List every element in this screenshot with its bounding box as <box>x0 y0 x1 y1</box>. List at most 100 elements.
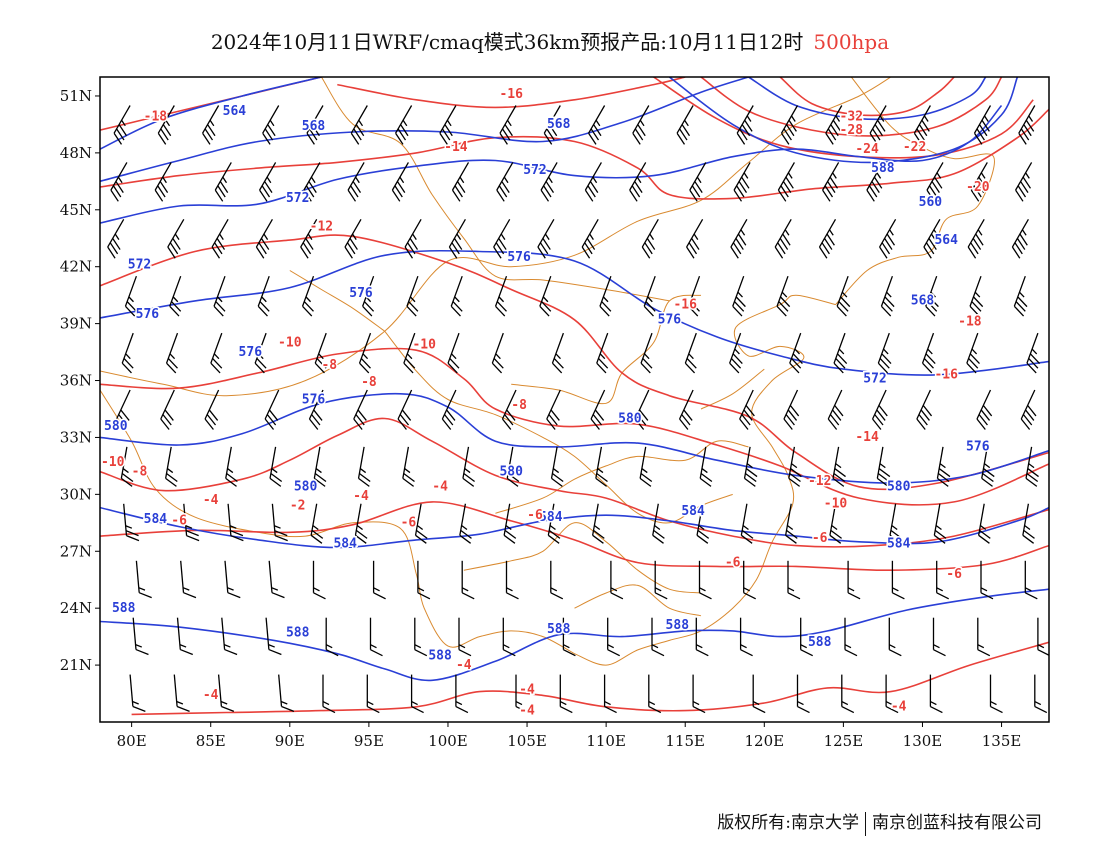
wind-barb <box>354 503 368 544</box>
temperature-contours <box>100 77 1049 716</box>
wind-barb <box>115 389 131 430</box>
height-contour-label: 580 <box>294 480 318 495</box>
wind-barb <box>936 446 951 487</box>
wind-barb <box>180 560 197 599</box>
wind-barb <box>1025 446 1039 487</box>
wind-barb <box>107 218 125 259</box>
wind-barb <box>888 617 902 657</box>
wind-barb <box>447 332 460 374</box>
wind-barb <box>640 332 653 374</box>
wind-barb <box>1013 275 1028 317</box>
wind-barb <box>269 446 283 487</box>
wind-barb <box>1022 503 1035 544</box>
wind-barb <box>822 162 840 202</box>
wind-barb <box>303 162 321 202</box>
height-contour-label: 564 <box>223 104 247 119</box>
y-tick-label: 39N <box>60 315 92 333</box>
wind-barb <box>204 389 220 430</box>
temperature-contour-label: -6 <box>946 567 962 582</box>
wind-barb <box>308 389 324 430</box>
height-contour <box>100 77 322 150</box>
wind-barb <box>221 617 238 656</box>
temperature-contour-label: -6 <box>171 514 187 529</box>
wind-barb <box>183 503 200 542</box>
x-tick-label: 80E <box>117 732 147 750</box>
wind-barb <box>648 674 662 714</box>
wind-barb <box>607 617 620 657</box>
wind-barb <box>397 389 413 430</box>
wind-barb <box>789 332 803 374</box>
wind-barb <box>550 560 564 600</box>
wind-barb <box>357 446 371 487</box>
wind-barb <box>1034 674 1048 714</box>
province-boundary <box>700 368 765 410</box>
x-tick-label: 135E <box>982 732 1022 750</box>
wind-barb <box>933 503 947 544</box>
wind-barb <box>257 275 270 317</box>
wind-barb <box>783 389 800 430</box>
wind-barb <box>654 560 668 600</box>
y-tick-label: 51N <box>60 87 92 105</box>
temperature-contour <box>779 77 955 117</box>
province-boundary <box>320 77 670 302</box>
y-tick-label: 27N <box>60 542 92 560</box>
height-contour-label: 584 <box>681 504 705 519</box>
y-axis-ticks: 51N 48N 45N 42N 39N 36N 33N 30N 27N 24N 21N <box>60 87 100 674</box>
wind-barb <box>923 218 941 259</box>
wind-barb <box>441 389 457 430</box>
wind-barb <box>506 446 520 487</box>
wind-barb <box>493 218 511 259</box>
x-tick-label: 120E <box>745 732 785 750</box>
wind-barb <box>499 105 517 145</box>
temperature-contour-label: -24 <box>855 142 879 157</box>
wind-barb <box>847 560 861 600</box>
wind-barb <box>696 503 710 544</box>
wind-barb <box>451 162 470 202</box>
wind-barb <box>325 617 339 657</box>
wind-barb <box>632 105 650 145</box>
wind-barb <box>404 218 422 259</box>
copyright-footer: 版权所有:南京大学 南京创蓝科技有限公司 <box>717 808 1042 836</box>
wind-barb <box>776 275 791 317</box>
wind-barb <box>358 332 372 374</box>
wind-barb <box>641 218 659 259</box>
wind-barb <box>132 617 149 656</box>
footer-divider <box>865 811 866 836</box>
wind-barb <box>214 162 232 202</box>
wind-barb <box>686 218 704 259</box>
wind-barb <box>372 560 386 600</box>
wind-barb <box>687 275 701 317</box>
height-contour <box>668 77 1019 164</box>
wind-barb <box>540 162 558 202</box>
height-contour-label: 576 <box>349 286 373 301</box>
temperature-contour-label: -4 <box>519 703 535 718</box>
map-frame <box>99 76 1050 723</box>
temperature-contour-label: -18 <box>958 315 982 330</box>
wind-barb <box>123 503 140 542</box>
y-tick-label: 24N <box>60 599 92 617</box>
wind-barb <box>869 105 887 145</box>
wind-barb <box>300 218 318 259</box>
pressure-level: 500hpa <box>813 30 890 54</box>
temperature-contour-label: -10 <box>824 497 848 512</box>
wind-barb <box>639 446 653 487</box>
plot-area: 564 568 568 572 572 572 572 576 576 576 576 576 576 5… <box>100 77 1049 720</box>
height-contour-label: 584 <box>144 512 168 527</box>
wind-barb <box>1037 617 1049 656</box>
wind-barb <box>1011 218 1029 259</box>
height-contour-label: 576 <box>507 250 531 265</box>
wind-barb <box>796 674 810 714</box>
wind-barb <box>395 105 413 145</box>
wind-barb <box>818 218 837 259</box>
wind-barb <box>699 446 713 487</box>
temperature-contour-label: -4 <box>203 493 219 508</box>
wind-barb <box>350 105 368 145</box>
wind-barb <box>505 560 519 600</box>
wind-barb <box>347 162 365 202</box>
height-contour-label: 576 <box>302 392 326 407</box>
wind-barb <box>676 105 694 145</box>
height-contour-label: 572 <box>523 163 546 178</box>
height-contour-label: 572 <box>863 371 886 386</box>
wind-barb <box>684 332 697 374</box>
wind-barb <box>402 446 415 487</box>
